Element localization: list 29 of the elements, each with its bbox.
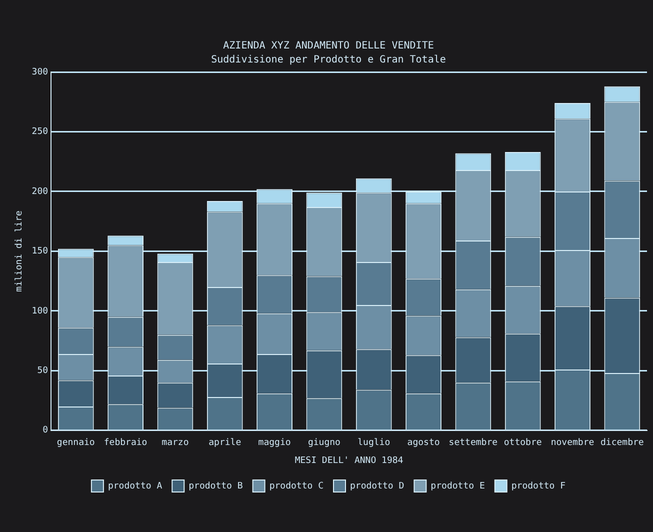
x-tick-label: giugno [308, 438, 340, 448]
x-tick-label: gennaio [56, 438, 95, 448]
x-tick-label: dicembre [600, 438, 644, 448]
x-tick-label: febbraio [104, 438, 148, 448]
legend-label: prodotto B [188, 481, 243, 492]
x-tick-label: luglio [358, 438, 390, 448]
y-tick-label: 100 [32, 306, 48, 316]
x-tick-label: agosto [407, 438, 440, 448]
chart-title: AZIENDA XYZ ANDAMENTO DELLE VENDITE [223, 40, 434, 52]
legend-label: prodotto A [108, 481, 163, 492]
x-tick-label: marzo [162, 438, 189, 448]
x-tick-label: aprile [208, 438, 242, 448]
y-tick-label: 300 [32, 67, 48, 78]
y-tick-label: 0 [42, 426, 48, 436]
x-tick-label: novembre [550, 438, 594, 448]
y-axis-title: milioni di lire [14, 210, 25, 292]
legend-label: prodotto C [269, 481, 324, 492]
y-tick-label: 50 [37, 366, 48, 376]
y-tick-label: 250 [32, 127, 48, 138]
x-tick-label: ottobre [504, 438, 542, 448]
legend-label: prodotto F [511, 481, 566, 492]
y-tick-label: 150 [32, 246, 48, 257]
x-tick-label: maggio [258, 438, 291, 448]
x-tick-label: settembre [448, 438, 498, 448]
x-axis-title: MESI DELL' ANNO 1984 [294, 456, 404, 466]
legend-label: prodotto D [350, 481, 404, 492]
chart-subtitle: Suddivisione per Prodotto e Gran Totale [211, 54, 446, 66]
legend-label: prodotto E [430, 481, 485, 492]
y-tick-label: 200 [32, 186, 48, 197]
